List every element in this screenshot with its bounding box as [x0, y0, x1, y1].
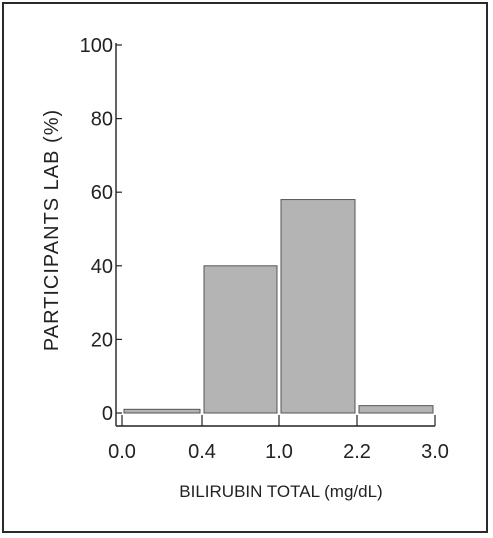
x-tick-label-0.0: 0.0	[108, 441, 136, 463]
x-tick-label-3.0: 3.0	[421, 441, 449, 463]
x-ticks-group: 0.0 0.4 1.0 2.2 3.0	[108, 415, 449, 463]
x-tick-label-2.2: 2.2	[343, 441, 371, 463]
bar-2.2-3.0	[358, 405, 434, 414]
bar-0.0-0.4	[123, 408, 201, 414]
y-tick-label-100: 100	[80, 35, 113, 57]
y-tick-label-0: 0	[102, 403, 113, 425]
y-tick-label-20: 20	[91, 329, 113, 351]
y-axis-title: PARTICIPANTS LAB (%)	[41, 109, 63, 351]
bars-group	[123, 199, 434, 414]
x-tick-label-1.0: 1.0	[265, 441, 293, 463]
bar-1.0-2.2	[280, 199, 356, 414]
x-axis-title: BILIRUBIN TOTAL (mg/dL)	[179, 482, 382, 501]
x-tick-label-0.4: 0.4	[188, 441, 216, 463]
y-tick-label-60: 60	[91, 182, 113, 204]
axes-group	[115, 43, 435, 427]
y-tick-label-40: 40	[91, 256, 113, 278]
y-tick-label-80: 80	[91, 109, 113, 131]
bar-0.4-1.0	[203, 265, 278, 414]
y-ticks-group: 0 20 40 60 80 100	[80, 35, 122, 425]
